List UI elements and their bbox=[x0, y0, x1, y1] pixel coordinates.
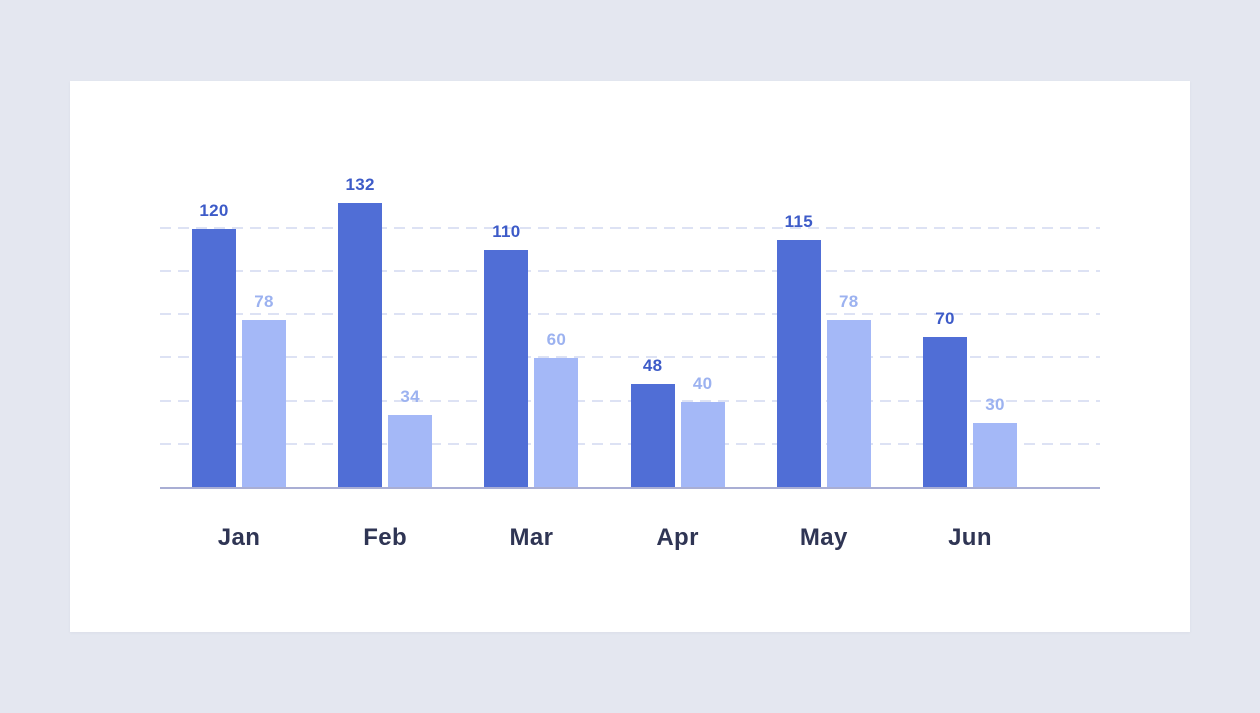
bar-feb-series-1 bbox=[338, 202, 383, 488]
x-axis-label-mar: Mar bbox=[509, 524, 554, 551]
bar-jan-series-1 bbox=[192, 228, 236, 488]
bar-mar-series-1 bbox=[484, 250, 529, 488]
x-axis-labels: Jan Feb Mar Apr May Jun bbox=[160, 524, 1100, 554]
bar-may-series-1 bbox=[776, 239, 821, 488]
bar-chart: 120 78 132 34 110 60 48 40 115 78 70 30 bbox=[160, 175, 1100, 489]
x-axis-label-feb: Feb bbox=[363, 524, 408, 551]
gridline bbox=[160, 313, 1100, 316]
value-label-mar-series-2: 60 bbox=[546, 330, 567, 350]
bar-jan-series-2 bbox=[242, 319, 286, 488]
gridline bbox=[160, 442, 1100, 445]
bar-may-series-2 bbox=[826, 319, 871, 488]
x-axis-line bbox=[160, 487, 1100, 489]
gridline bbox=[160, 399, 1100, 402]
value-label-apr-series-2: 40 bbox=[692, 373, 713, 393]
x-axis-label-apr: Apr bbox=[656, 524, 699, 551]
value-label-feb-series-1: 132 bbox=[345, 174, 375, 194]
value-label-apr-series-1: 48 bbox=[642, 356, 663, 376]
value-label-mar-series-1: 110 bbox=[492, 222, 521, 242]
x-axis-label-may: May bbox=[799, 524, 848, 551]
value-label-jan-series-2: 78 bbox=[254, 291, 274, 311]
bar-apr-series-2 bbox=[680, 401, 725, 488]
bar-groups: 120 78 132 34 110 60 48 40 115 78 70 30 bbox=[160, 175, 1100, 488]
x-axis-label-jun: Jun bbox=[948, 524, 992, 551]
gridline bbox=[160, 356, 1100, 359]
bar-feb-series-2 bbox=[388, 414, 433, 488]
value-label-may-series-1: 115 bbox=[784, 211, 813, 231]
value-label-jan-series-1: 120 bbox=[199, 200, 229, 220]
x-axis-label-jan: Jan bbox=[217, 524, 261, 551]
gridline bbox=[160, 226, 1100, 229]
bar-jun-series-1 bbox=[923, 336, 967, 488]
value-label-jun-series-2: 30 bbox=[985, 395, 1005, 415]
value-label-jun-series-1: 70 bbox=[935, 308, 955, 328]
bar-apr-series-1 bbox=[630, 384, 675, 488]
value-label-feb-series-2: 34 bbox=[400, 386, 420, 406]
bar-jun-series-2 bbox=[973, 423, 1017, 488]
value-label-may-series-2: 78 bbox=[839, 291, 859, 311]
gridline bbox=[160, 270, 1100, 272]
chart-card: 120 78 132 34 110 60 48 40 115 78 70 30 Jan Feb Mar Ap… bbox=[70, 81, 1190, 632]
bar-mar-series-2 bbox=[534, 358, 579, 488]
